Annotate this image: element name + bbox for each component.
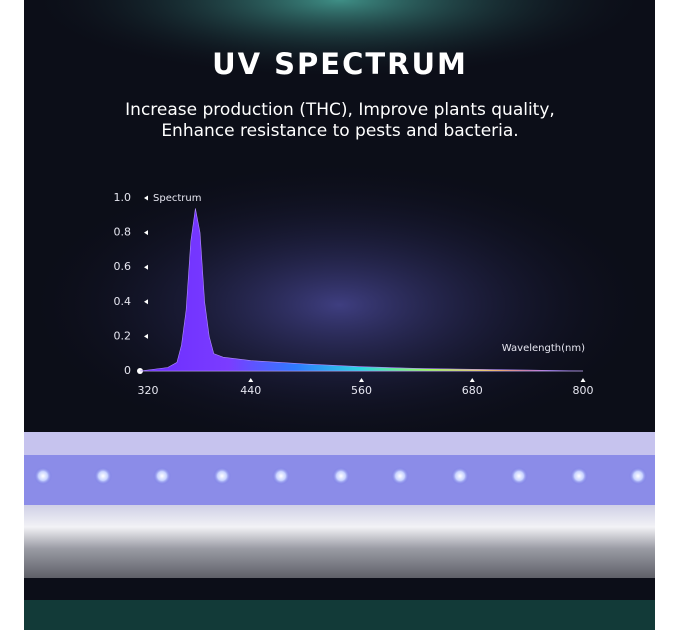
- x-tick-label: 800: [573, 384, 594, 397]
- x-tick-label: 440: [240, 384, 261, 397]
- x-tick-mark: [248, 378, 254, 382]
- x-axis-label: Wavelength(nm): [502, 343, 585, 354]
- glow: [24, 0, 655, 160]
- spectrum-area: [139, 208, 584, 372]
- y-tick-label: 0.4: [114, 295, 132, 308]
- x-tick-mark: [469, 378, 475, 382]
- led-bar: [24, 432, 655, 578]
- y-tick-mark: [144, 230, 148, 236]
- x-tick-label: 560: [351, 384, 372, 397]
- y-tick-label: 0.6: [114, 260, 132, 273]
- y-tick-mark: [144, 195, 148, 201]
- y-tick-label: 0.8: [114, 226, 132, 239]
- x-tick-label: 680: [462, 384, 483, 397]
- glow: [24, 600, 655, 630]
- y-tick-label: 0: [124, 364, 131, 377]
- y-tick-mark: [144, 333, 148, 339]
- x-tick-label: 320: [138, 384, 159, 397]
- y-tick-label: 1.0: [114, 191, 132, 204]
- y-tick-label: 0.2: [114, 329, 132, 342]
- subtitle: Increase production (THC), Improve plant…: [125, 100, 555, 120]
- y-tick-mark: [144, 299, 148, 305]
- glow: [24, 160, 655, 450]
- title: UV SPECTRUM: [212, 47, 468, 81]
- x-tick-mark: [359, 378, 364, 382]
- subtitle: Enhance resistance to pests and bacteria…: [161, 121, 518, 141]
- y-axis-label: Spectrum: [153, 193, 201, 204]
- y-tick-mark: [144, 264, 148, 270]
- x-tick-mark: [580, 378, 586, 382]
